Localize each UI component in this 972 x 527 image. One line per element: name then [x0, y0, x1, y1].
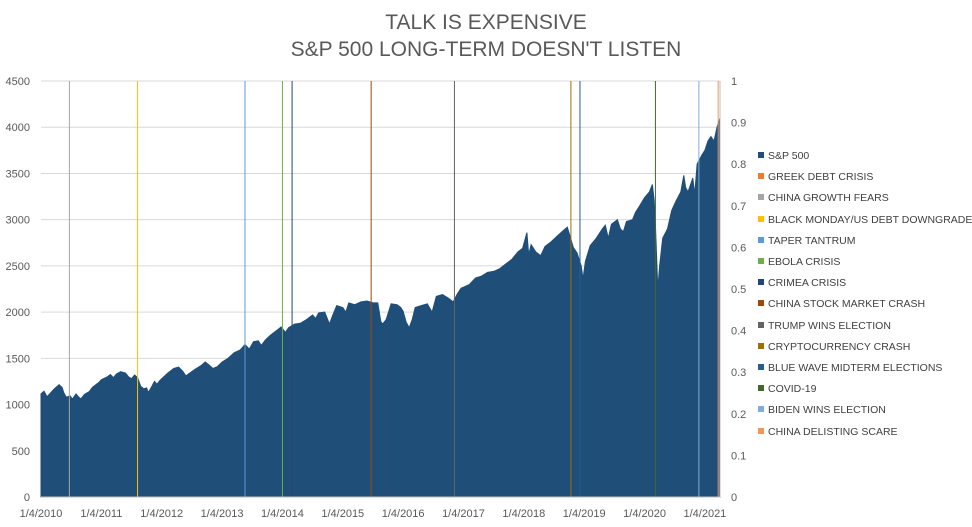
y2-tick-label: 0.7 — [731, 201, 746, 213]
y-tick-label: 3500 — [6, 168, 30, 180]
y2-tick-label: 0.5 — [731, 284, 746, 296]
y-tick-label: 1500 — [6, 353, 30, 365]
legend-label: BLUE WAVE MIDTERM ELECTIONS — [768, 362, 943, 374]
y-tick-label: 3000 — [6, 215, 30, 227]
y-tick-label: 0 — [24, 492, 30, 504]
y2-tick-label: 1 — [731, 76, 737, 88]
legend-swatch — [758, 215, 764, 222]
legend-swatch — [758, 321, 764, 328]
legend-swatch — [758, 194, 764, 201]
legend-swatch — [758, 236, 764, 243]
legend-label: TRUMP WINS ELECTION — [768, 319, 891, 332]
legend-item: EBOLA CRISIS — [758, 256, 840, 270]
legend-item: BLACK MONDAY/US DEBT DOWNGRADED — [758, 214, 972, 228]
legend-swatch — [758, 427, 764, 434]
legend-item: CHINA DELISTING SCARE — [758, 426, 898, 440]
chart-title: TALK IS EXPENSIVE — [385, 11, 587, 34]
legend-swatch — [758, 258, 764, 264]
x-tick-label: 1/4/2019 — [563, 508, 606, 520]
chart-subtitle: S&P 500 LONG-TERM DOESN'T LISTEN — [290, 38, 682, 61]
y-tick-label: 2500 — [6, 261, 30, 273]
y2-tick-label: 0.9 — [731, 118, 746, 130]
x-tick-label: 1/4/2018 — [502, 508, 545, 520]
y-tick-label: 2000 — [6, 307, 30, 319]
legend-item: TRUMP WINS ELECTION — [758, 320, 891, 334]
x-tick-label: 1/4/2012 — [140, 508, 183, 520]
legend-label: CHINA STOCK MARKET CRASH — [768, 298, 926, 311]
y-tick-label: 4000 — [6, 122, 30, 134]
legend-item: CHINA STOCK MARKET CRASH — [758, 298, 925, 312]
y-tick-label: 1000 — [6, 400, 30, 412]
legend-item: BIDEN WINS ELECTION — [758, 404, 886, 418]
legend-label: GREEK DEBT CRISIS — [768, 171, 874, 184]
legend-item: S&P 500 — [758, 150, 809, 164]
y2-tick-label: 0.4 — [731, 326, 746, 338]
legend-label: EBOLA CRISIS — [768, 256, 841, 268]
legend-label: CHINA GROWTH FEARS — [768, 192, 889, 205]
legend-item: CRIMEA CRISIS — [758, 277, 846, 291]
legend-swatch — [758, 300, 764, 307]
x-tick-label: 1/4/2010 — [20, 508, 63, 520]
y2-tick-label: 0.1 — [731, 450, 746, 462]
legend-swatch — [758, 152, 764, 158]
y2-tick-label: 0 — [731, 492, 737, 504]
x-tick-label: 1/4/2017 — [442, 508, 485, 520]
legend-label: TAPER TANTRUM — [768, 234, 856, 247]
legend-swatch — [758, 385, 764, 392]
legend-item: COVID-19 — [758, 383, 816, 397]
legend-label: BIDEN WINS ELECTION — [768, 404, 886, 417]
x-tick-label: 1/4/2016 — [382, 508, 425, 520]
x-tick-label: 1/4/2021 — [683, 508, 726, 520]
x-tick-label: 1/4/2011 — [80, 508, 122, 520]
legend-item: CHINA GROWTH FEARS — [758, 192, 889, 206]
x-tick-label: 1/4/2020 — [623, 508, 666, 520]
legend-item: BLUE WAVE MIDTERM ELECTIONS — [758, 362, 942, 376]
y2-tick-label: 0.6 — [731, 242, 746, 254]
legend-label: S&P 500 — [768, 150, 810, 162]
legend-label: CRYPTOCURRENCY CRASH — [768, 340, 911, 353]
y-tick-label: 4500 — [6, 76, 30, 88]
legend-item: TAPER TANTRUM — [758, 235, 856, 249]
y2-tick-label: 0.3 — [731, 367, 746, 379]
legend-item: GREEK DEBT CRISIS — [758, 171, 873, 185]
legend-label: CRIMEA CRISIS — [768, 277, 847, 290]
x-tick-label: 1/4/2015 — [321, 508, 364, 520]
legend-swatch — [758, 279, 764, 286]
x-tick-label: 1/4/2014 — [261, 508, 304, 520]
y2-tick-label: 0.8 — [731, 159, 746, 171]
legend-swatch — [758, 342, 764, 349]
sp500-area — [40, 117, 721, 498]
legend-swatch — [758, 173, 764, 180]
legend-swatch — [758, 406, 764, 413]
legend-label: CHINA DELISTING SCARE — [768, 425, 898, 438]
x-tick-label: 1/4/2013 — [201, 508, 244, 520]
legend-swatch — [758, 364, 764, 370]
legend-label: COVID-19 — [768, 383, 817, 396]
legend-item: CRYPTOCURRENCY CRASH — [758, 341, 910, 355]
y-tick-label: 500 — [12, 446, 30, 458]
y2-tick-label: 0.2 — [731, 409, 746, 421]
legend-label: BLACK MONDAY/US DEBT DOWNGRADED — [768, 213, 972, 226]
